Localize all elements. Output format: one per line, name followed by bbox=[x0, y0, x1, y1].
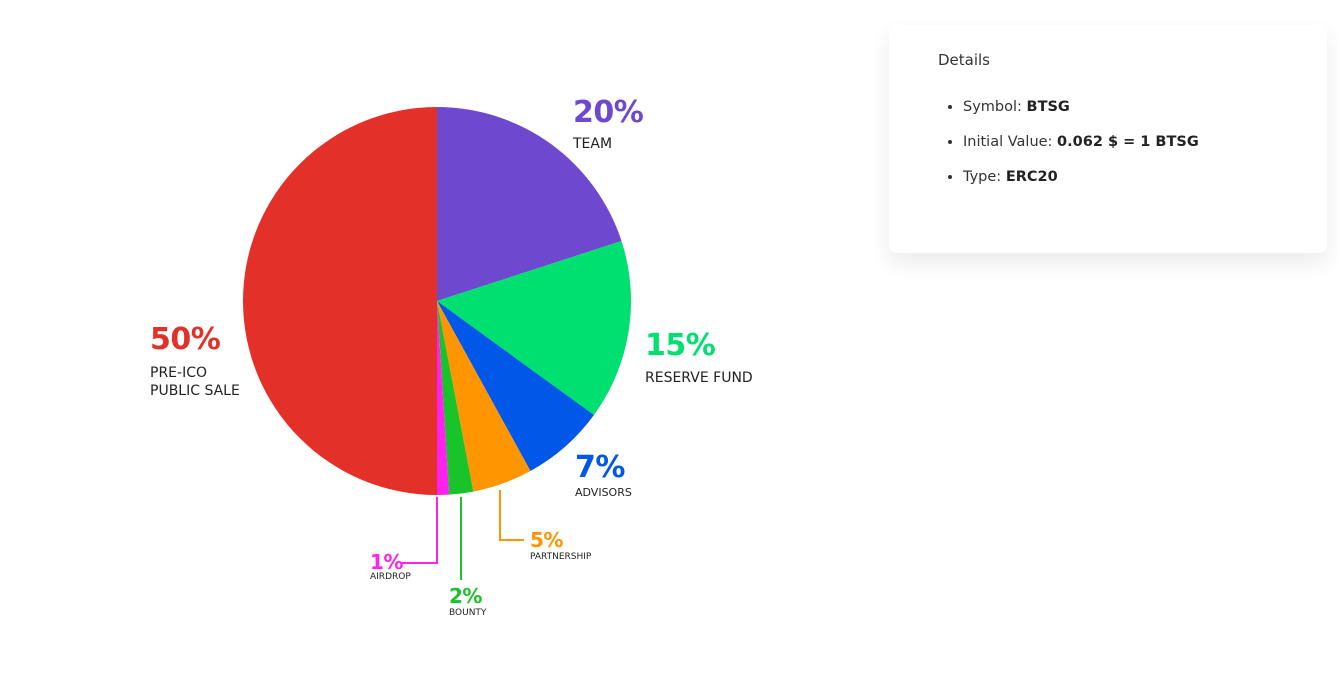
category-label: PRE-ICO PUBLIC SALE bbox=[150, 365, 240, 400]
chart bbox=[243, 107, 631, 580]
value-label: 1% bbox=[370, 550, 403, 574]
pie-slice bbox=[437, 107, 622, 301]
detail-label: Symbol: bbox=[963, 99, 1022, 115]
pie-slice bbox=[437, 301, 531, 492]
details-card: Details Symbol: BTSGInitial Value: 0.062… bbox=[889, 25, 1327, 253]
category-label: BOUNTY bbox=[449, 608, 487, 618]
detail-value: 0.062 $ = 1 BTSG bbox=[1057, 134, 1199, 150]
pie-slice bbox=[437, 301, 474, 495]
detail-item: Initial Value: 0.062 $ = 1 BTSG bbox=[963, 134, 1199, 169]
category-label: RESERVE FUND bbox=[645, 370, 753, 386]
value-label: 15% bbox=[645, 328, 716, 363]
value-label: 7% bbox=[575, 450, 625, 485]
detail-label: Initial Value: bbox=[963, 134, 1053, 150]
pie-slice bbox=[243, 107, 437, 495]
pie-slice bbox=[437, 301, 450, 495]
detail-value: ERC20 bbox=[1005, 169, 1058, 185]
detail-label: Type: bbox=[963, 169, 1002, 185]
detail-item: Symbol: BTSG bbox=[963, 99, 1199, 134]
category-label: PARTNERSHIP bbox=[530, 552, 592, 562]
category-label: AIRDROP bbox=[370, 572, 411, 582]
category-label: ADVISORS bbox=[575, 486, 632, 499]
value-label: 20% bbox=[573, 95, 644, 130]
details-title: Details bbox=[938, 51, 991, 69]
detail-value: BTSG bbox=[1026, 99, 1070, 115]
pie-slice bbox=[437, 241, 631, 416]
value-label: 5% bbox=[530, 528, 563, 552]
detail-item: Type: ERC20 bbox=[963, 169, 1199, 204]
pie-slice bbox=[437, 301, 594, 472]
leader-line bbox=[402, 497, 438, 564]
category-label: TEAM bbox=[573, 136, 613, 152]
leader-line bbox=[499, 490, 524, 541]
value-label: 2% bbox=[449, 584, 482, 608]
value-label: 50% bbox=[150, 322, 221, 357]
details-list: Symbol: BTSGInitial Value: 0.062 $ = 1 B… bbox=[938, 99, 1199, 204]
